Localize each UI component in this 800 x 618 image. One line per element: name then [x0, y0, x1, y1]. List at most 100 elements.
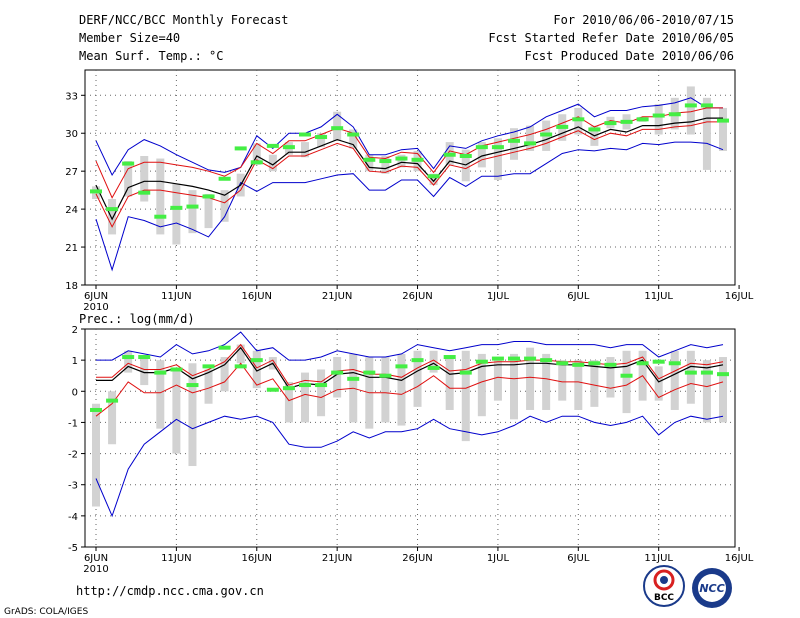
temp-spread-box: [510, 128, 518, 160]
prec-median-mark: [331, 370, 344, 375]
source-url[interactable]: http://cmdp.ncc.cma.gov.cn: [76, 584, 264, 598]
prec-median-mark: [588, 361, 601, 366]
temp-xtick-label: 26JUN: [402, 291, 432, 302]
temp-median-mark: [540, 132, 553, 137]
prec-ytick-label: -1: [68, 418, 78, 429]
prec-median-mark: [154, 370, 167, 375]
prec-lower-outer-line: [95, 415, 724, 518]
temp-spread-box: [349, 129, 358, 149]
prec-spread-box: [670, 350, 679, 410]
prec-xtick-label: 26JUN: [402, 553, 432, 564]
temp-spread-box: [365, 154, 374, 172]
prec-xtick-label: 21JUN: [322, 553, 352, 564]
prec-year-label: 2010: [83, 564, 108, 575]
prec-median-mark: [395, 364, 408, 369]
prec-spread-box: [445, 357, 454, 410]
temp-median-mark: [508, 138, 520, 143]
temp-median-mark: [717, 118, 729, 123]
prec-median-mark: [363, 370, 376, 375]
prec-median-mark: [475, 359, 488, 364]
prec-median-mark: [717, 372, 729, 377]
member-size: Member Size=40: [79, 31, 180, 45]
temp-median-mark: [491, 145, 504, 150]
temp-spread-box: [397, 154, 406, 168]
temp-year-label: 2010: [83, 302, 108, 313]
fcst-produced-date: Fcst Produced Date 2010/06/06: [524, 49, 734, 63]
temp-median-mark: [154, 214, 167, 219]
temp-spread-box: [429, 173, 438, 186]
temp-median-mark: [572, 117, 585, 122]
prec-median-mark: [411, 358, 424, 363]
prec-spread-box: [140, 357, 149, 386]
prec-median-mark: [234, 364, 247, 369]
prec-spread-box: [108, 391, 117, 445]
prec-median-mark: [202, 364, 215, 369]
prec-median-mark: [138, 355, 151, 360]
temp-median-mark: [282, 145, 295, 150]
prec-spread-box: [397, 353, 406, 426]
temp-median-mark: [186, 204, 199, 209]
grads-credit: GrADS: COLA/IGES: [4, 607, 88, 617]
temp-spread-box: [477, 142, 486, 168]
temp-spread-box: [493, 138, 502, 181]
prec-median-mark: [652, 359, 665, 364]
prec-spread-box: [526, 347, 535, 410]
temp-spread-box: [108, 199, 117, 235]
prec-spread-box: [702, 360, 711, 423]
temp-spread-box: [252, 143, 261, 165]
prec-ytick-label: -2: [68, 450, 78, 461]
prec-ytick-label: 1: [72, 356, 78, 367]
bcc-logo-text: BCC: [654, 593, 674, 603]
prec-median-mark: [218, 345, 231, 350]
temp-median-mark: [524, 141, 537, 146]
prec-spread-box: [413, 350, 422, 407]
temp-median-mark: [652, 113, 665, 118]
temp-spread-box: [172, 183, 181, 245]
prec-spread-box: [124, 350, 133, 373]
temp-median-mark: [90, 189, 102, 194]
temp-ytick-label: 30: [65, 129, 78, 140]
prec-spread-box: [574, 360, 583, 410]
prec-spread-box: [590, 360, 599, 407]
temp-spread-box: [317, 133, 326, 148]
prec-median-mark: [459, 370, 472, 375]
temp-median-mark: [218, 176, 231, 181]
prec-lower-inner-line: [95, 362, 724, 417]
temp-frame: [84, 69, 736, 286]
prec-median-mark: [282, 386, 295, 391]
prec-median-mark: [250, 358, 263, 363]
temp-spread-box: [686, 86, 695, 135]
prec-median-mark: [90, 407, 102, 412]
temp-median-mark: [106, 207, 119, 212]
prec-spread-box: [284, 381, 293, 423]
temp-median-mark: [395, 156, 408, 161]
temp-spread-box: [526, 125, 535, 151]
prec-ytick-label: -3: [68, 481, 78, 492]
temp-spread-box: [301, 142, 309, 158]
temp-median-mark: [459, 154, 472, 158]
fcst-started-date: Fcst Started Refer Date 2010/06/05: [488, 31, 734, 45]
prec-spread-box: [654, 366, 663, 401]
temp-median-mark: [122, 161, 135, 166]
prec-median-mark: [556, 361, 569, 366]
temp-xtick-label: 11JUN: [161, 291, 191, 302]
prec-median-mark: [491, 356, 504, 361]
prec-ytick-label: 0: [72, 387, 78, 398]
temp-median-mark: [588, 127, 601, 132]
prec-median-mark: [299, 383, 311, 388]
temp-median-mark: [475, 145, 488, 150]
temp-median-mark: [700, 103, 713, 108]
prec-ytick-label: 2: [72, 325, 78, 336]
temp-spread-box: [124, 161, 133, 197]
temp-spread-box: [719, 107, 727, 151]
prec-spread-box: [606, 357, 615, 398]
temp-median-mark: [604, 121, 617, 126]
prec-spread-box: [301, 372, 309, 423]
prec-frame: [84, 328, 736, 548]
prec-spread-box: [558, 360, 567, 401]
temp-median-mark: [331, 126, 344, 131]
prec-median-mark: [620, 373, 633, 378]
prec-median-mark: [186, 383, 199, 388]
temp-xtick-label: 16JUN: [242, 291, 272, 302]
temp-median-mark: [234, 146, 247, 151]
